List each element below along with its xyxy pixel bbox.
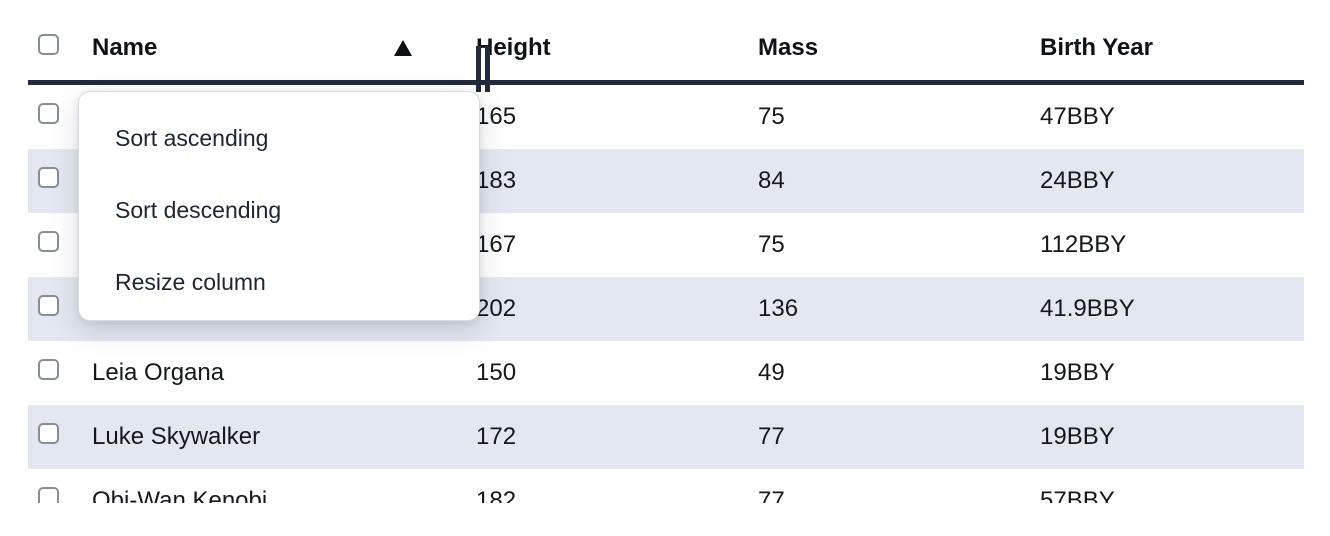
column-header-name[interactable]: Name xyxy=(80,16,490,92)
height-cell: 165 xyxy=(476,103,517,130)
mass-cell: 136 xyxy=(758,295,799,322)
table-row: Luke Skywalker 172 77 19BBY xyxy=(28,405,1304,469)
birth-year-cell: 57BBY xyxy=(1040,487,1115,503)
select-all-cell xyxy=(28,34,80,62)
column-header-name-label: Name xyxy=(92,34,158,61)
table-row: Obi-Wan Kenobi 182 77 57BBY xyxy=(28,469,1304,503)
column-header-mass[interactable]: Mass xyxy=(758,34,819,61)
height-cell: 167 xyxy=(476,231,517,258)
menu-item-sort-descending[interactable]: Sort descending xyxy=(115,196,282,223)
column-context-menu: Sort ascending Sort descending Resize co… xyxy=(78,91,480,321)
height-cell: 202 xyxy=(476,295,517,322)
column-header-birth-year[interactable]: Birth Year xyxy=(1040,34,1153,61)
mass-cell: 75 xyxy=(758,103,785,130)
birth-year-cell: 112BBY xyxy=(1040,231,1127,258)
row-checkbox[interactable] xyxy=(38,295,59,316)
mass-cell: 75 xyxy=(758,231,785,258)
row-checkbox[interactable] xyxy=(38,103,59,124)
mass-cell: 49 xyxy=(758,359,785,386)
mass-cell: 84 xyxy=(758,167,785,194)
row-checkbox[interactable] xyxy=(38,487,59,503)
height-cell: 182 xyxy=(476,487,517,503)
menu-item-sort-ascending[interactable]: Sort ascending xyxy=(115,124,269,151)
resize-bar-icon xyxy=(485,46,490,92)
row-checkbox[interactable] xyxy=(38,231,59,252)
height-cell: 172 xyxy=(476,423,517,450)
sort-ascending-icon xyxy=(394,40,412,56)
row-checkbox[interactable] xyxy=(38,423,59,444)
menu-item-resize-column[interactable]: Resize column xyxy=(115,268,266,295)
table-row: Leia Organa 150 49 19BBY xyxy=(28,341,1304,405)
select-all-checkbox[interactable] xyxy=(38,34,59,55)
birth-year-cell: 19BBY xyxy=(1040,359,1115,386)
resize-bar-icon xyxy=(476,46,481,92)
name-cell: Luke Skywalker xyxy=(92,423,261,450)
row-checkbox[interactable] xyxy=(38,359,59,380)
birth-year-cell: 47BBY xyxy=(1040,103,1115,130)
column-resize-handle[interactable] xyxy=(476,46,490,92)
height-cell: 183 xyxy=(476,167,517,194)
birth-year-cell: 19BBY xyxy=(1040,423,1115,450)
table-header-row: Name Height Mass Birth Year xyxy=(28,0,1304,92)
birth-year-cell: 41.9BBY xyxy=(1040,295,1135,322)
mass-cell: 77 xyxy=(758,423,785,450)
table-row: 167 75 112BBY xyxy=(28,213,1304,277)
height-cell: 150 xyxy=(476,359,517,386)
birth-year-cell: 24BBY xyxy=(1040,167,1115,194)
mass-cell: 77 xyxy=(758,487,785,503)
name-cell: Obi-Wan Kenobi xyxy=(92,487,268,503)
column-header-height[interactable]: Height xyxy=(476,34,551,61)
table-row: 165 75 47BBY xyxy=(28,85,1304,149)
row-checkbox[interactable] xyxy=(38,167,59,188)
name-cell: Leia Organa xyxy=(92,359,225,386)
